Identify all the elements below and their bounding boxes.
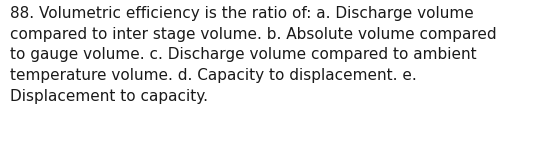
Text: 88. Volumetric efficiency is the ratio of: a. Discharge volume
compared to inter: 88. Volumetric efficiency is the ratio o…: [10, 6, 497, 104]
